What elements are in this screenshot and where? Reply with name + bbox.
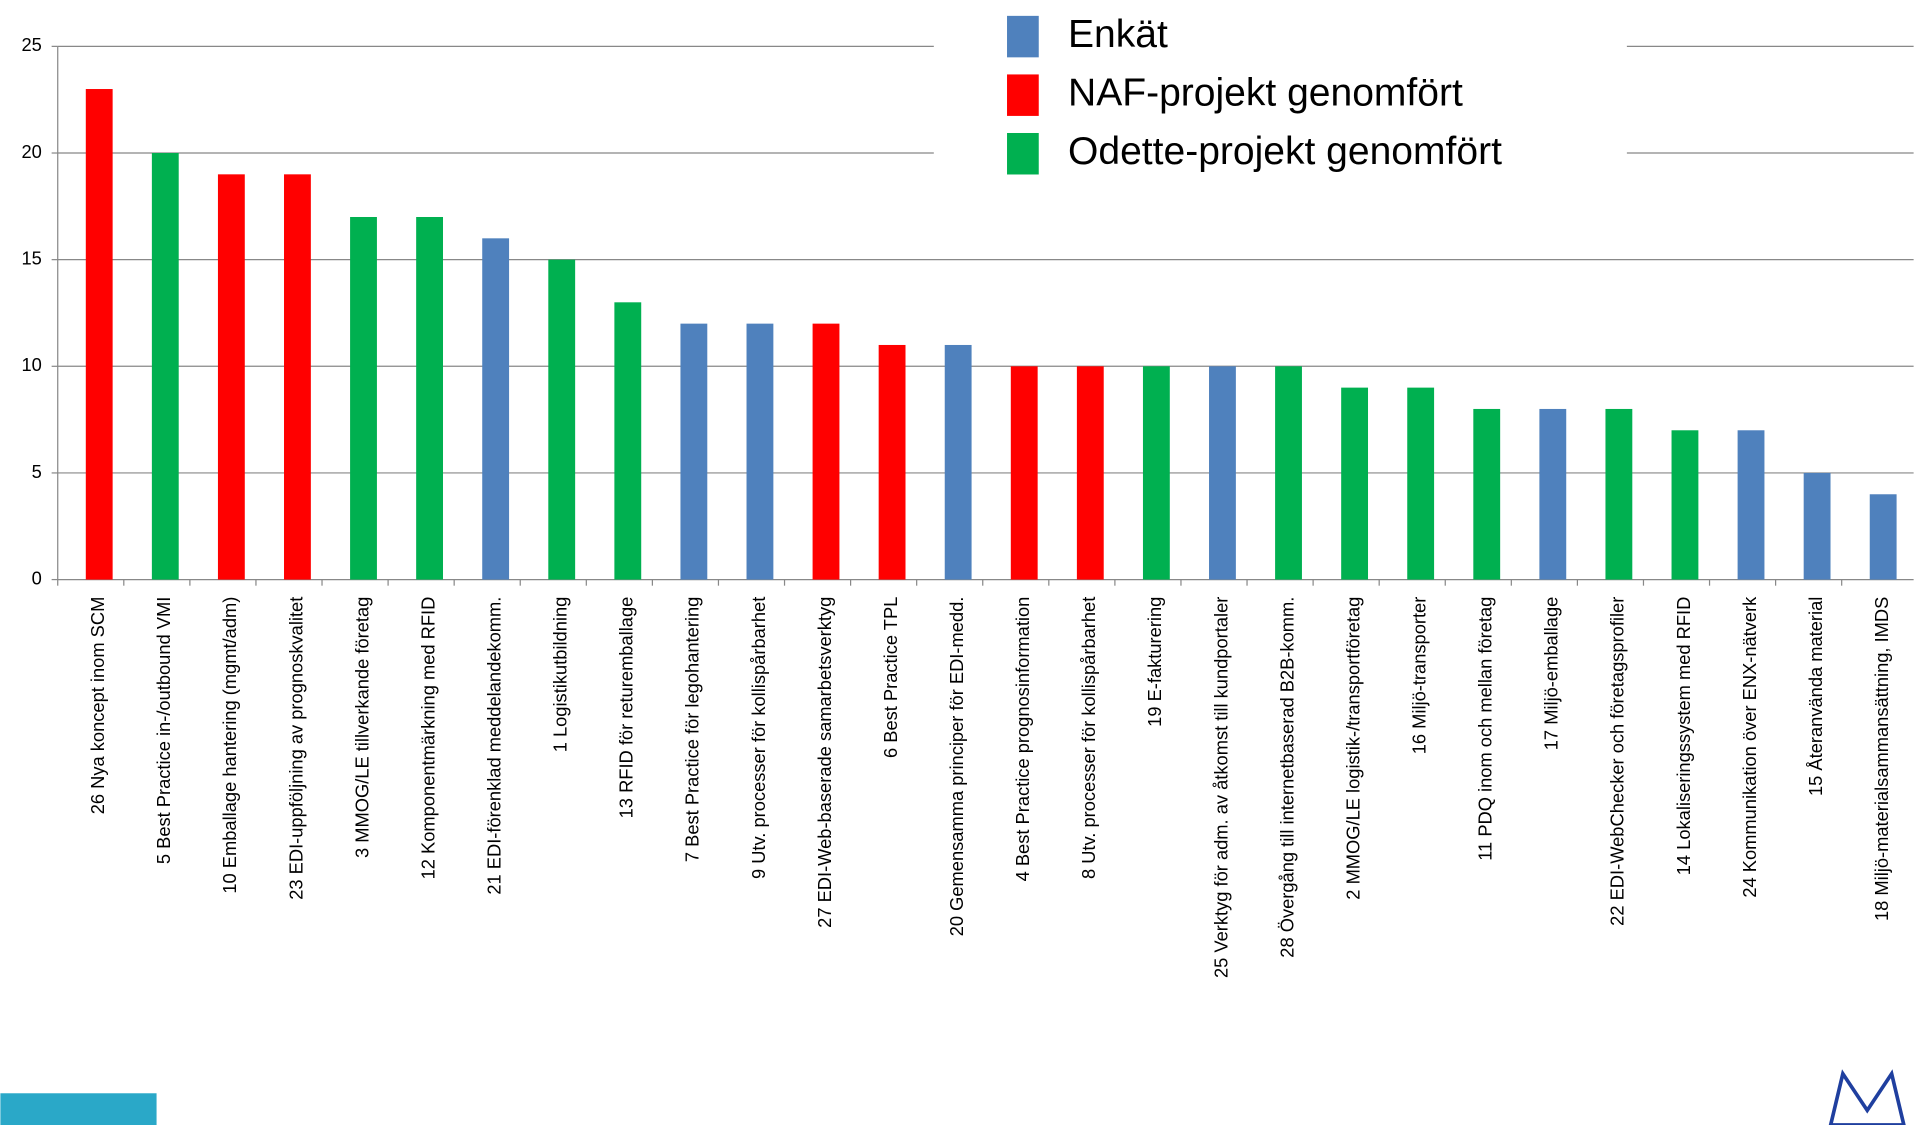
y-tick-label: 25 xyxy=(22,34,42,55)
bar xyxy=(1539,408,1567,580)
bar xyxy=(1407,387,1435,580)
legend-label: Odette-projekt genomfört xyxy=(1068,130,1502,173)
bar xyxy=(482,238,510,580)
bar xyxy=(944,344,972,580)
bar xyxy=(680,323,708,580)
bar xyxy=(1142,366,1170,580)
x-tick-label: 17 Miljö-emballage xyxy=(1541,597,1562,751)
bar xyxy=(1869,494,1897,580)
x-tick-label: 3 MMOG/LE tillverkande företag xyxy=(351,597,372,858)
y-tick-label: 15 xyxy=(22,247,42,268)
x-tick-label: 8 Utv. processer för kollispårbarhet xyxy=(1078,597,1099,879)
x-tick-label: 27 EDI-Web-baserade samarbetsverktyg xyxy=(814,597,835,928)
x-tick-label: 22 EDI-WebChecker och företagsprofiler xyxy=(1607,597,1628,926)
bar xyxy=(1341,387,1369,580)
y-tick-label: 20 xyxy=(22,141,42,162)
x-tick-label: 14 Lokaliseringssystem med RFID xyxy=(1673,597,1694,876)
bar xyxy=(217,174,245,580)
bar xyxy=(1473,408,1501,580)
x-tick-label: 11 PDQ inom och mellan företag xyxy=(1475,597,1496,861)
legend-box xyxy=(933,0,1627,196)
bar xyxy=(1737,430,1765,580)
x-tick-label: 5 Best Practice in-/outbound VMI xyxy=(153,597,174,864)
bar xyxy=(614,302,642,580)
bar xyxy=(350,216,377,580)
x-tick-label: 10 Emballage hantering (mgmt/adm) xyxy=(219,597,240,894)
logo-right xyxy=(1828,1069,1906,1125)
bar xyxy=(548,259,576,580)
bar xyxy=(416,216,444,580)
bar xyxy=(1275,366,1302,580)
y-tick-label: 0 xyxy=(32,567,42,588)
x-tick-label: 20 Gemensamma principer för EDI-medd. xyxy=(946,597,967,937)
x-tick-label: 25 Verktyg för adm. av åtkomst till kund… xyxy=(1210,597,1231,978)
x-tick-label: 28 Övergång till internetbaserad B2B-kom… xyxy=(1276,597,1297,958)
bar xyxy=(1209,366,1236,580)
x-tick-label: 19 E-fakturering xyxy=(1144,597,1165,727)
x-tick-label: 12 Komponentmärkning med RFID xyxy=(417,597,438,880)
y-tick-label: 5 xyxy=(32,461,42,482)
x-tick-label: 9 Utv. processer för kollispårbarhet xyxy=(748,597,769,879)
y-tick-label: 10 xyxy=(22,354,42,375)
x-tick-label: 4 Best Practice prognosinformation xyxy=(1012,597,1033,882)
x-tick-label: 6 Best Practice TPL xyxy=(880,597,901,758)
bar xyxy=(1076,366,1104,580)
x-tick-label: 16 Miljö-transporter xyxy=(1408,597,1429,755)
bar xyxy=(812,323,840,580)
legend-label: Enkät xyxy=(1068,13,1168,56)
legend-label: NAF-projekt genomfört xyxy=(1068,71,1463,114)
x-tick-label: 23 EDI-uppföljning av prognoskvalitet xyxy=(285,597,306,900)
x-tick-label: 15 Återanvända material xyxy=(1805,597,1826,796)
bar xyxy=(878,344,906,580)
bar xyxy=(85,89,113,580)
bar xyxy=(1605,408,1633,580)
x-tick-label: 13 RFID för returemballage xyxy=(616,597,637,819)
bar xyxy=(284,174,311,580)
bar xyxy=(1010,366,1038,580)
x-tick-label: 21 EDI-förenklad meddelandekomm. xyxy=(483,597,504,895)
x-tick-label: 7 Best Practice för legohantering xyxy=(682,597,703,862)
legend-swatch xyxy=(1007,15,1039,58)
logo-left xyxy=(0,1093,157,1125)
x-tick-label: 2 MMOG/LE logistik-/transportföretag xyxy=(1342,597,1363,900)
bar xyxy=(151,153,179,580)
x-tick-label: 26 Nya koncept inom SCM xyxy=(87,597,108,815)
x-tick-label: 18 Miljö-materialsammansättning, IMDS xyxy=(1871,597,1892,921)
x-tick-label: 24 Kommunikation över ENX-nätverk xyxy=(1739,596,1760,898)
bar xyxy=(1803,472,1831,580)
x-tick-label: 1 Logistikutbildning xyxy=(550,597,571,753)
bar xyxy=(746,323,774,580)
bar xyxy=(1671,430,1699,580)
legend-swatch xyxy=(1007,74,1039,116)
legend-swatch xyxy=(1007,132,1039,175)
